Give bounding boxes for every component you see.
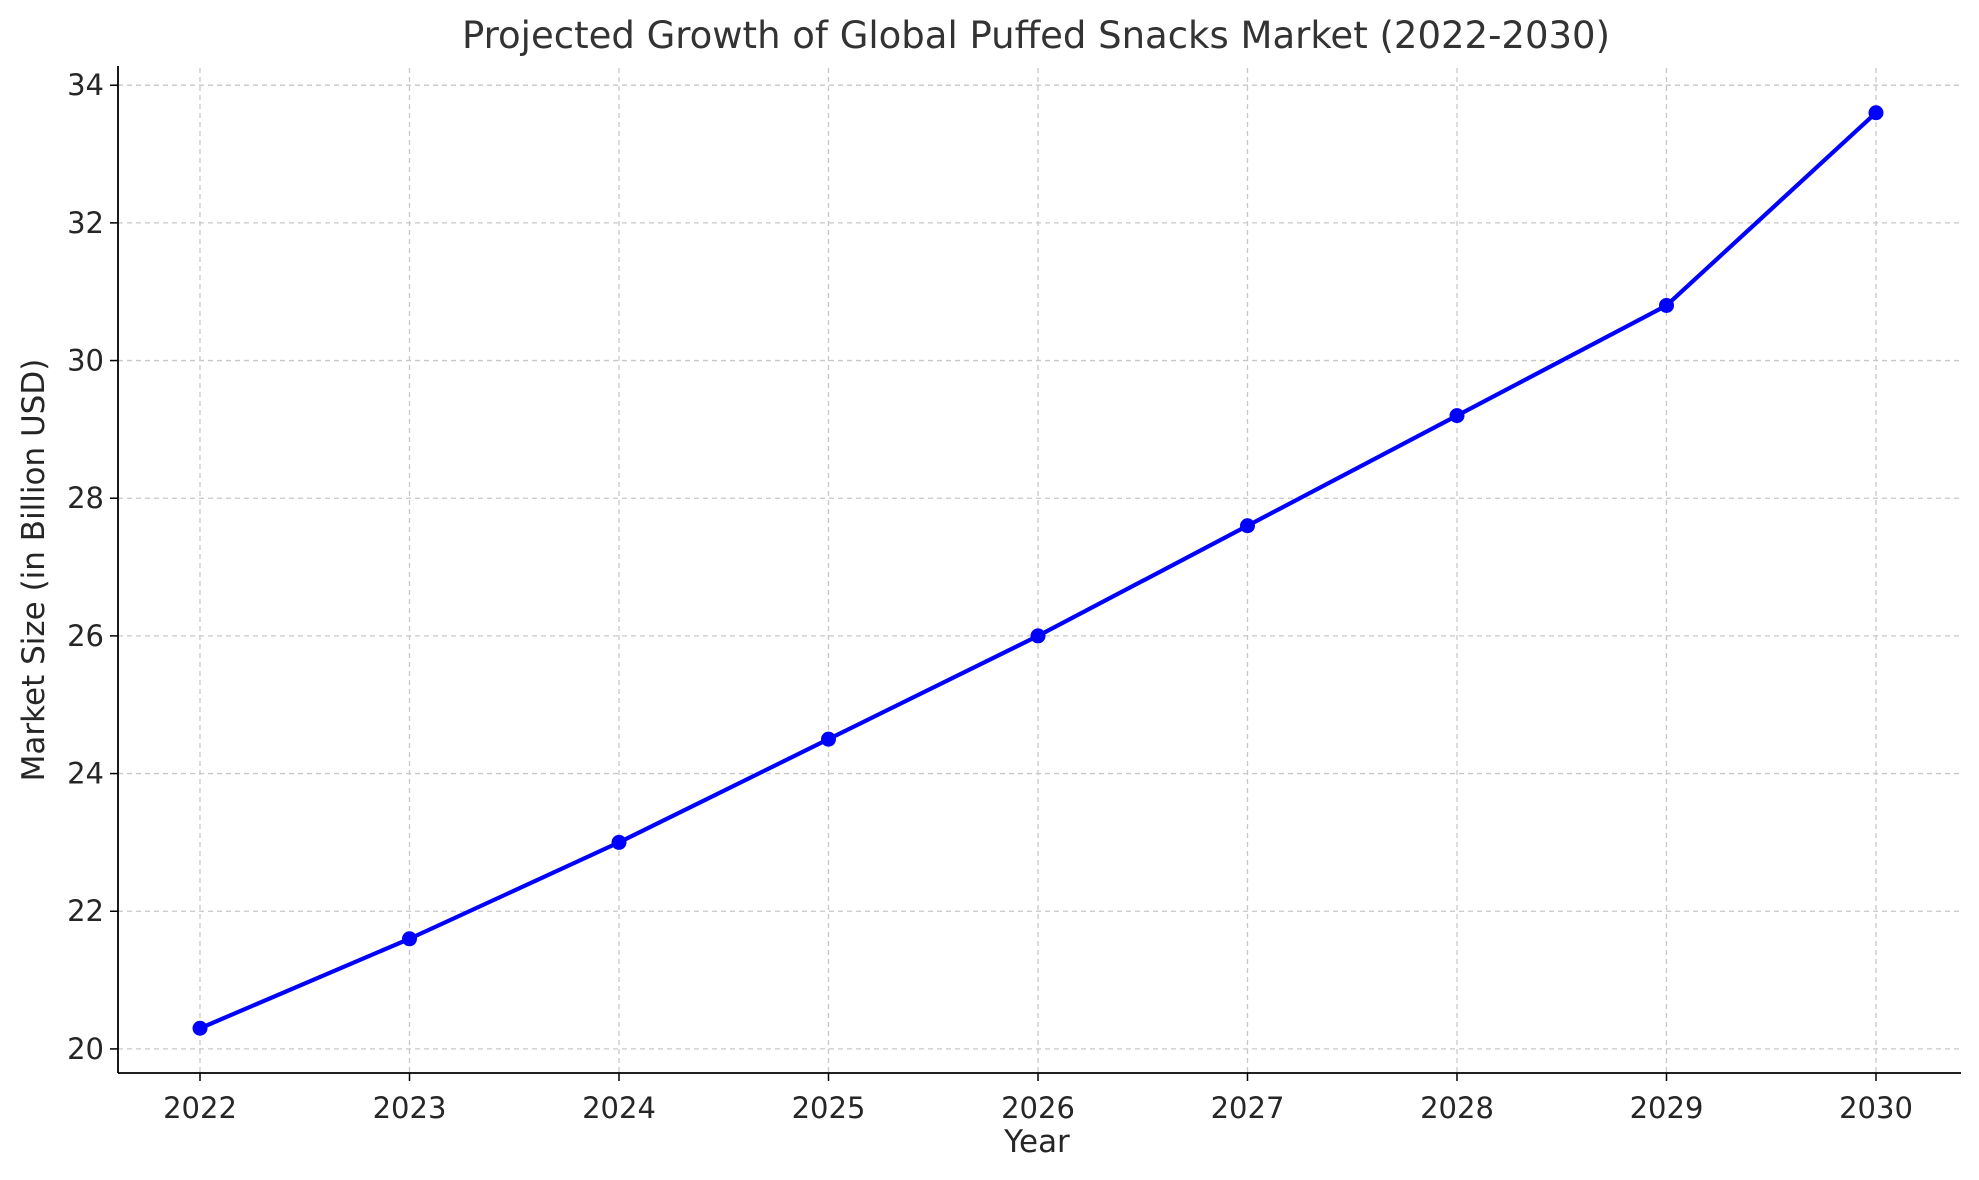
- y-tick-label: 22: [67, 894, 104, 928]
- x-tick-label: 2024: [582, 1091, 656, 1125]
- y-tick-label: 30: [67, 344, 104, 378]
- data-point-2027: [1240, 518, 1255, 534]
- x-tick-label: 2029: [1630, 1091, 1704, 1125]
- data-series: [192, 105, 1884, 1036]
- x-tick-label: 2023: [373, 1091, 447, 1125]
- x-tick-label: 2030: [1839, 1091, 1913, 1125]
- x-tick-label: 2028: [1420, 1091, 1494, 1125]
- x-tick-labels: 2022 2023 2024 2025 2026 2027 2028 2029 2030: [163, 1091, 1913, 1125]
- y-tick-label: 20: [67, 1032, 104, 1066]
- y-tick-label: 28: [67, 481, 104, 515]
- data-point-2024: [611, 834, 627, 850]
- y-tick-label: 26: [67, 619, 104, 653]
- x-tick-label: 2025: [792, 1091, 866, 1125]
- grid-lines: [118, 68, 1961, 1073]
- y-tick-labels: 20 22 24 26 28 30 32 34: [67, 68, 104, 1066]
- y-tick-label: 32: [67, 206, 104, 240]
- chart-title: Projected Growth of Global Puffed Snacks…: [462, 14, 1610, 57]
- y-axis-label: Market Size (in Billion USD): [16, 359, 52, 782]
- x-tick-label: 2027: [1211, 1091, 1285, 1125]
- data-point-2026: [1030, 628, 1046, 644]
- data-point-2029: [1659, 297, 1674, 313]
- data-point-2023: [402, 931, 417, 947]
- data-point-2028: [1449, 408, 1465, 424]
- y-tick-label: 34: [67, 68, 104, 102]
- data-point-2025: [821, 731, 836, 747]
- axes: [110, 66, 1961, 1081]
- x-tick-label: 2022: [163, 1091, 237, 1125]
- x-axis-label: Year: [1003, 1124, 1070, 1160]
- x-tick-label: 2026: [1001, 1091, 1075, 1125]
- data-point-2030: [1868, 105, 1884, 121]
- y-tick-label: 24: [67, 757, 104, 791]
- data-point-2022: [192, 1020, 208, 1036]
